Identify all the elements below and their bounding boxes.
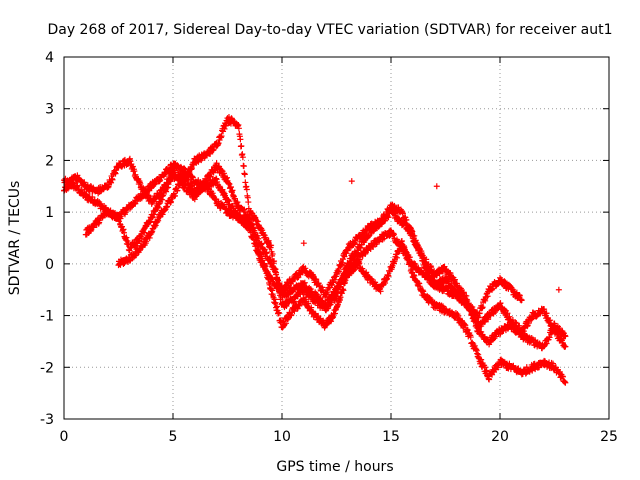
data-point: [282, 320, 289, 327]
chart-title: Day 268 of 2017, Sidereal Day-to-day VTE…: [47, 22, 612, 38]
data-point: [357, 244, 364, 251]
data-point: [328, 318, 335, 325]
data-point: [239, 154, 246, 161]
data-point: [241, 171, 248, 178]
y-tick-label: -3: [40, 412, 54, 428]
y-tick-label: 3: [45, 102, 54, 118]
data-point: [215, 140, 222, 147]
data-point: [269, 251, 276, 258]
data-point: [221, 125, 228, 132]
data-point: [479, 304, 486, 311]
x-tick-label: 20: [491, 429, 509, 445]
data-point: [74, 172, 81, 179]
y-tick-label: 2: [45, 153, 54, 169]
data-point: [243, 186, 250, 193]
data-point: [254, 218, 261, 225]
data-point: [476, 310, 483, 317]
data-point: [265, 237, 272, 244]
data-point: [109, 176, 116, 183]
data-point: [441, 263, 448, 270]
data-point: [546, 334, 553, 341]
y-tick-label: -2: [40, 360, 54, 376]
y-tick-label: 4: [45, 50, 54, 66]
data-point: [213, 160, 220, 167]
data-point: [268, 242, 275, 249]
data-point: [245, 199, 252, 206]
data-point: [138, 235, 145, 242]
data-layer: [61, 114, 569, 386]
data-point: [259, 255, 266, 262]
x-tick-label: 10: [273, 429, 291, 445]
data-point: [340, 287, 347, 294]
x-axis-label: GPS time / hours: [276, 459, 393, 475]
y-tick-label: 0: [45, 257, 54, 273]
data-point: [276, 310, 283, 317]
data-point: [207, 150, 214, 157]
data-point: [237, 136, 244, 143]
data-point: [145, 192, 152, 199]
x-tick-label: 25: [600, 429, 618, 445]
data-point: [238, 143, 245, 150]
y-axis-label: SDTVAR / TECUs: [7, 181, 23, 296]
x-tick-label: 0: [60, 429, 69, 445]
data-point: [268, 286, 275, 293]
data-point: [240, 163, 247, 170]
data-point: [308, 304, 315, 311]
data-point: [218, 133, 225, 140]
data-point: [562, 333, 569, 340]
x-tick-label: 5: [169, 429, 178, 445]
data-point: [116, 214, 123, 221]
y-tick-label: 1: [45, 205, 54, 221]
series-track-3: [82, 160, 569, 386]
data-point: [234, 199, 241, 206]
y-tick-label: -1: [40, 309, 54, 325]
grid: [64, 57, 609, 419]
x-tick-label: 15: [382, 429, 400, 445]
data-point: [235, 125, 242, 132]
data-point: [278, 293, 285, 300]
data-point: [518, 297, 525, 304]
data-point: [221, 170, 228, 177]
data-point: [123, 234, 130, 241]
